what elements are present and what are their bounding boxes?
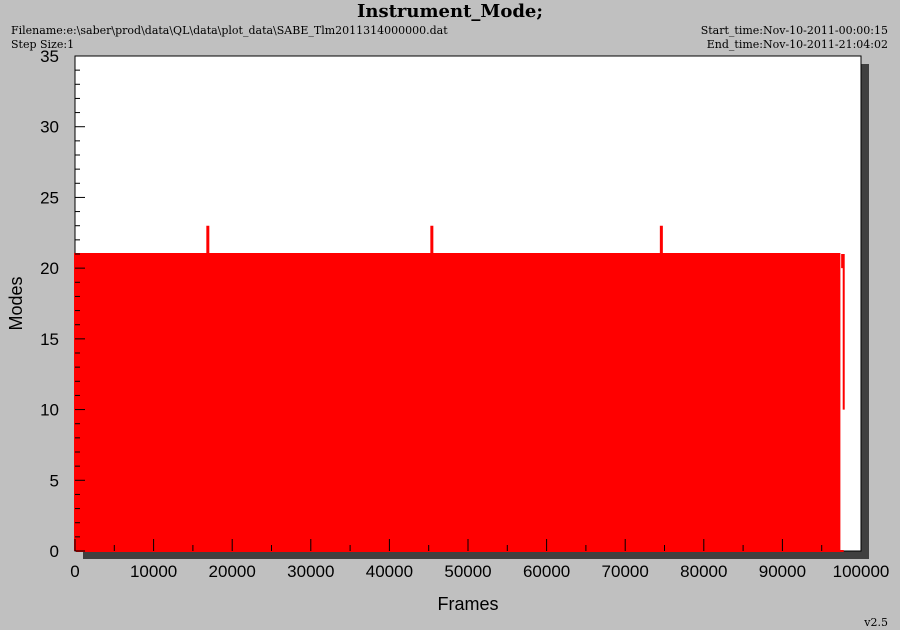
y-axis-label: Modes xyxy=(6,276,26,330)
y-tick-label: 15 xyxy=(40,330,59,349)
series-line xyxy=(74,253,844,552)
start-time-label: Start_time:Nov-10-2011-00:00:15 xyxy=(700,24,888,37)
x-tick-label: 30000 xyxy=(287,562,334,581)
x-tick-label: 100000 xyxy=(833,562,890,581)
y-tick-label: 5 xyxy=(50,471,59,490)
x-axis-label: Frames xyxy=(437,594,498,614)
y-tick-label: 35 xyxy=(40,47,59,66)
x-tick-label: 0 xyxy=(70,562,79,581)
y-tick-label: 25 xyxy=(40,188,59,207)
x-tick-label: 50000 xyxy=(444,562,491,581)
x-tick-label: 60000 xyxy=(523,562,570,581)
x-tick-label: 70000 xyxy=(602,562,649,581)
x-tick-label: 40000 xyxy=(366,562,413,581)
step-size-label: Step Size:1 xyxy=(11,38,75,51)
x-tick-label: 90000 xyxy=(759,562,806,581)
axes: 0 10000 20000 30000 40000 50000 60000 70000 8000… xyxy=(40,47,889,581)
y-tick-label: 30 xyxy=(40,118,59,137)
x-tick-label: 20000 xyxy=(209,562,256,581)
filename-label: Filename:e:\saber\prod\data\QL\data\plot… xyxy=(11,24,448,37)
chart-title: Instrument_Mode; xyxy=(356,1,544,22)
y-tick-label: 10 xyxy=(40,401,59,420)
series-instrument-mode xyxy=(74,225,845,552)
end-time-label: End_time:Nov-10-2011-21:04:02 xyxy=(706,38,888,51)
version-label: v2.5 xyxy=(864,616,888,629)
x-tick-label: 10000 xyxy=(130,562,177,581)
y-tick-label: 20 xyxy=(40,259,59,278)
x-tick-label: 80000 xyxy=(680,562,727,581)
y-tick-label: 0 xyxy=(50,542,59,561)
